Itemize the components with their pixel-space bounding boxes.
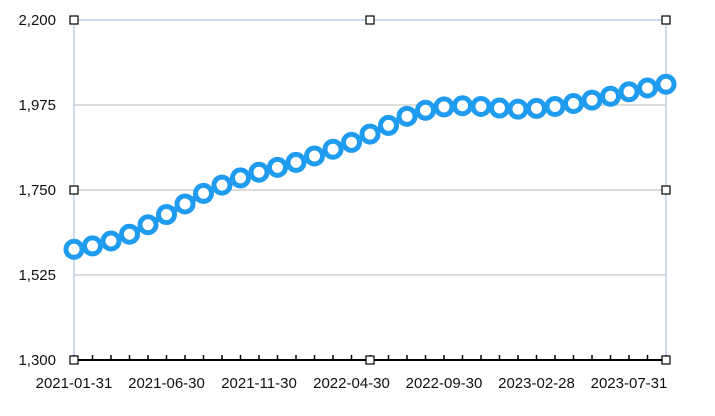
data-point-10 <box>248 161 270 183</box>
data-point-30 <box>618 81 640 103</box>
y-tick-label-4: 1,300 <box>18 352 56 369</box>
selection-handle-2[interactable] <box>661 15 671 25</box>
selection-handle-0[interactable] <box>69 15 79 25</box>
data-point-1 <box>82 235 103 257</box>
data-point-16 <box>359 123 381 145</box>
data-point-31 <box>637 77 658 99</box>
data-point-7 <box>193 182 214 204</box>
x-tick-label-0: 2021-01-31 <box>36 375 113 392</box>
data-point-28 <box>581 89 603 111</box>
selection-handles[interactable] <box>69 15 671 365</box>
x-tick-label-5: 2023-02-28 <box>498 375 575 392</box>
x-tick-labels: 2021-01-31 2021-06-30 2021-11-30 2022-04-30… <box>36 375 668 392</box>
data-point-0 <box>63 238 85 260</box>
x-tick-label-4: 2022-09-30 <box>406 375 483 392</box>
data-point-24 <box>507 98 529 120</box>
data-point-4 <box>137 214 159 236</box>
data-point-19 <box>415 99 436 121</box>
data-point-17 <box>378 114 399 136</box>
data-points <box>63 73 677 260</box>
data-point-2 <box>100 230 122 252</box>
data-point-25 <box>526 97 547 119</box>
y-tick-label-1: 1,975 <box>18 97 56 114</box>
y-tick-label-0: 2,200 <box>18 12 56 29</box>
data-point-13 <box>304 145 325 167</box>
data-point-29 <box>600 85 621 107</box>
selection-handle-6[interactable] <box>365 355 375 365</box>
x-tick-label-6: 2023-07-31 <box>591 375 668 392</box>
y-tick-label-2: 1,750 <box>18 182 56 199</box>
data-point-12 <box>285 151 307 173</box>
y-tick-labels: 2,200 1,975 1,750 1,525 1,300 <box>18 12 56 369</box>
y-tick-label-3: 1,525 <box>18 267 56 284</box>
x-tick-label-2: 2021-11-30 <box>221 375 297 392</box>
data-point-27 <box>563 92 584 114</box>
data-point-21 <box>452 95 473 117</box>
x-tick-label-1: 2021-06-30 <box>128 375 205 392</box>
data-point-11 <box>267 156 288 178</box>
x-tick-label-3: 2022-04-30 <box>313 375 390 392</box>
data-point-6 <box>174 193 196 215</box>
data-point-23 <box>489 97 510 119</box>
selection-handle-5[interactable] <box>69 355 79 365</box>
data-point-3 <box>119 223 140 245</box>
data-point-26 <box>544 96 566 118</box>
selection-handle-7[interactable] <box>661 355 671 365</box>
selection-handle-3[interactable] <box>69 185 79 195</box>
data-point-18 <box>396 105 418 127</box>
data-point-22 <box>470 96 492 118</box>
data-point-8 <box>211 174 233 196</box>
data-point-5 <box>156 204 177 226</box>
data-point-20 <box>433 96 455 118</box>
data-point-9 <box>230 167 251 189</box>
data-point-15 <box>341 131 362 153</box>
selection-handle-1[interactable] <box>365 15 375 25</box>
selection-handle-4[interactable] <box>661 185 671 195</box>
data-point-14 <box>322 138 344 160</box>
data-point-32 <box>655 73 677 95</box>
